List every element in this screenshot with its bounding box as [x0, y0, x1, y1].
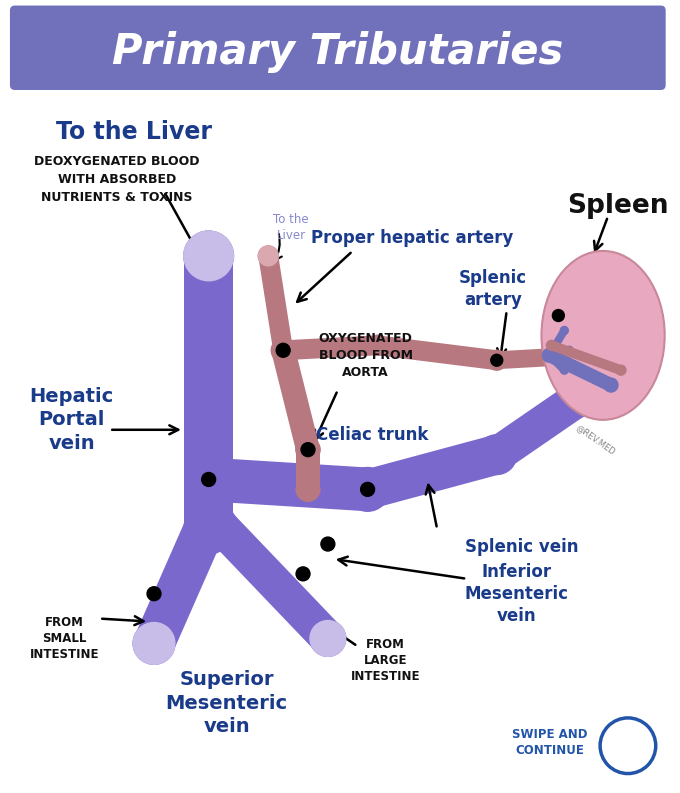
Polygon shape: [547, 349, 614, 391]
Text: OXYGENATED
BLOOD FROM
AORTA: OXYGENATED BLOOD FROM AORTA: [319, 331, 413, 379]
Circle shape: [560, 384, 592, 416]
Circle shape: [258, 246, 278, 266]
Text: Celiac trunk: Celiac trunk: [316, 426, 429, 444]
Text: FROM
LARGE
INTESTINE: FROM LARGE INTESTINE: [351, 638, 420, 683]
Polygon shape: [362, 435, 502, 508]
Text: DEOXYGENATED BLOOD
WITH ABSORBED
NUTRIENTS & TOXINS: DEOXYGENATED BLOOD WITH ABSORBED NUTRIEN…: [35, 155, 200, 204]
Circle shape: [347, 469, 388, 509]
Polygon shape: [487, 385, 586, 469]
Circle shape: [578, 347, 594, 363]
Text: FROM
SMALL
INTESTINE: FROM SMALL INTESTINE: [30, 616, 99, 661]
Circle shape: [477, 435, 517, 474]
Circle shape: [296, 438, 320, 462]
Polygon shape: [271, 347, 320, 453]
Circle shape: [487, 351, 507, 370]
Circle shape: [273, 340, 293, 360]
Text: Splenic vein: Splenic vein: [465, 538, 579, 556]
Text: Superior
Mesenteric
vein: Superior Mesenteric vein: [165, 670, 288, 736]
Polygon shape: [296, 450, 320, 489]
Circle shape: [545, 351, 554, 359]
Polygon shape: [549, 341, 623, 375]
Circle shape: [273, 340, 293, 360]
Circle shape: [604, 378, 618, 392]
FancyBboxPatch shape: [10, 6, 666, 90]
Circle shape: [147, 587, 161, 600]
Polygon shape: [496, 347, 587, 370]
Circle shape: [321, 537, 335, 551]
Circle shape: [276, 343, 290, 358]
Circle shape: [187, 458, 231, 501]
Text: To the
Liver: To the Liver: [273, 213, 309, 242]
Polygon shape: [376, 335, 498, 370]
Circle shape: [552, 309, 564, 321]
Text: @REV.MED: @REV.MED: [575, 423, 617, 457]
Text: SWIPE AND
CONTINUE: SWIPE AND CONTINUE: [511, 728, 587, 757]
Circle shape: [491, 354, 503, 366]
Polygon shape: [205, 511, 341, 651]
Circle shape: [301, 442, 315, 457]
Circle shape: [310, 621, 345, 657]
Circle shape: [547, 340, 556, 351]
Circle shape: [595, 370, 627, 401]
Circle shape: [560, 366, 568, 374]
Text: Proper hepatic artery: Proper hepatic artery: [311, 229, 513, 247]
Circle shape: [368, 335, 388, 355]
Circle shape: [258, 246, 278, 266]
Circle shape: [296, 438, 320, 462]
Text: To the Liver: To the Liver: [56, 120, 212, 144]
Polygon shape: [184, 256, 233, 529]
Circle shape: [184, 504, 233, 554]
Polygon shape: [207, 458, 369, 511]
Polygon shape: [583, 348, 624, 377]
Polygon shape: [547, 352, 567, 373]
Polygon shape: [258, 255, 293, 352]
Circle shape: [565, 347, 573, 354]
Circle shape: [545, 351, 554, 359]
Circle shape: [560, 327, 568, 335]
Ellipse shape: [541, 251, 664, 419]
Circle shape: [133, 623, 175, 665]
Polygon shape: [546, 328, 568, 358]
Circle shape: [616, 366, 626, 375]
Circle shape: [577, 347, 595, 364]
Text: Hepatic
Portal
vein: Hepatic Portal vein: [29, 387, 114, 453]
Text: Splenic
artery: Splenic artery: [459, 269, 527, 308]
Circle shape: [558, 382, 594, 418]
Circle shape: [271, 339, 295, 362]
Circle shape: [345, 468, 390, 511]
Circle shape: [184, 231, 233, 281]
Circle shape: [600, 718, 656, 773]
Circle shape: [545, 351, 554, 359]
Text: Inferior
Mesenteric
vein: Inferior Mesenteric vein: [464, 562, 568, 625]
Polygon shape: [283, 335, 378, 360]
Circle shape: [184, 231, 233, 281]
Circle shape: [368, 335, 388, 355]
Circle shape: [202, 473, 216, 486]
Text: Spleen: Spleen: [567, 193, 668, 219]
Circle shape: [133, 623, 175, 665]
Circle shape: [296, 477, 320, 501]
Circle shape: [360, 482, 375, 496]
Circle shape: [479, 437, 515, 473]
Circle shape: [188, 498, 230, 540]
Polygon shape: [135, 511, 228, 652]
Circle shape: [310, 621, 345, 657]
Polygon shape: [549, 347, 571, 359]
Circle shape: [488, 351, 506, 370]
Circle shape: [296, 567, 310, 580]
Polygon shape: [570, 370, 617, 415]
Text: Primary Tributaries: Primary Tributaries: [112, 31, 564, 73]
Circle shape: [613, 362, 629, 378]
Circle shape: [543, 348, 556, 362]
Circle shape: [201, 506, 237, 542]
